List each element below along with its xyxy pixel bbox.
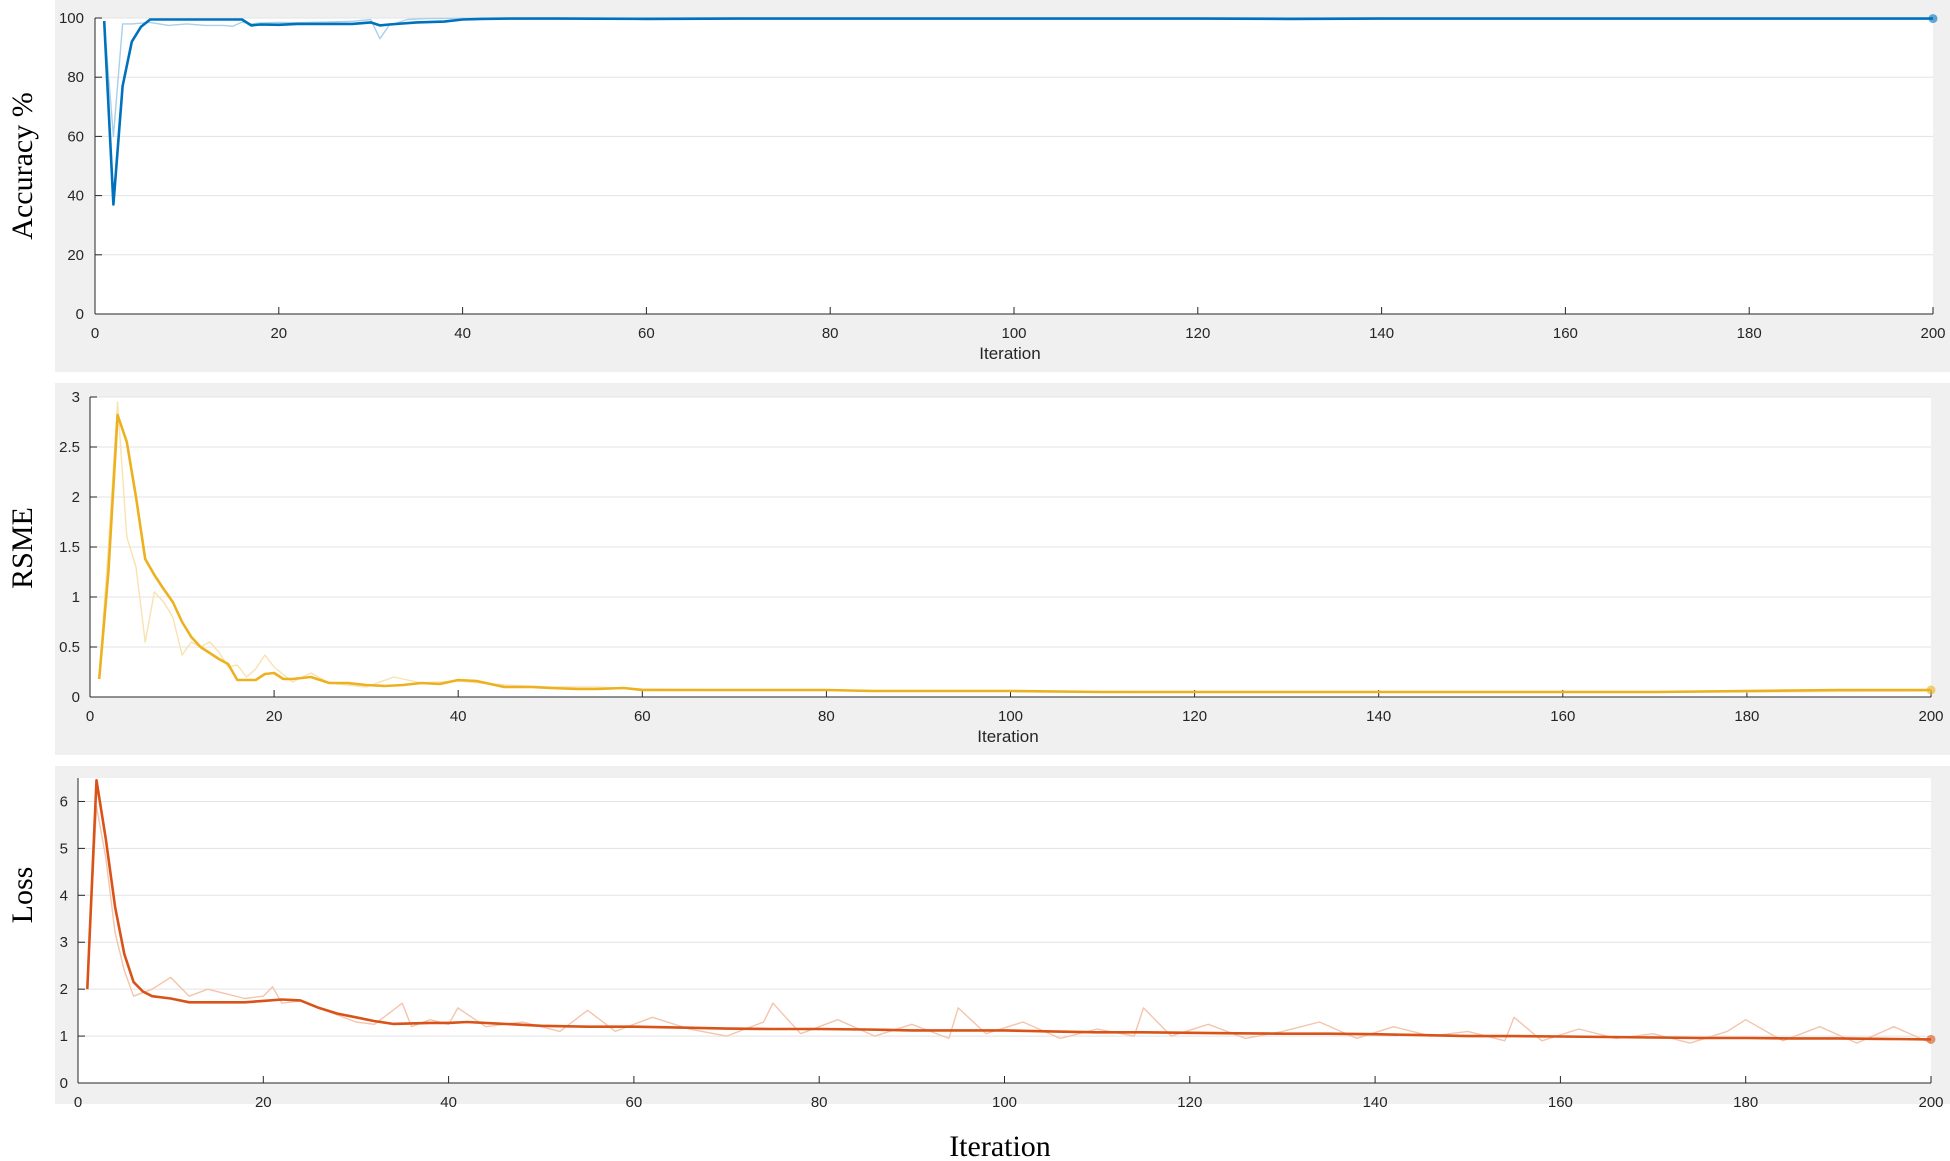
loss-x-tick-label: 40 [440,1094,457,1111]
loss-y-tick-label: 6 [60,793,68,810]
accuracy-series [102,14,1938,206]
rsme-y-tick-label: 2 [72,489,80,506]
accuracy-axes [94,17,1934,315]
accuracy-x-tick-label: 0 [91,325,99,342]
loss-x-tick-label: 180 [1733,1094,1758,1111]
accuracy-smoothed-line [102,17,1933,206]
loss-x-tick-label: 120 [1177,1094,1202,1111]
accuracy-x-tick-label: 20 [270,325,287,342]
loss-series [86,778,1936,1044]
rsme-x-tick-label: 20 [266,708,283,725]
loss-raw-line [86,805,1932,1044]
loss-x-tick-label: 0 [74,1094,82,1111]
rsme-y-tick-label: 1.5 [59,539,80,556]
accuracy-y-tick-label: 100 [59,10,84,27]
accuracy-x-tick-label: 40 [454,325,471,342]
rsme-y-tick-label: 0.5 [59,639,80,656]
loss-y-axis-label: Loss [6,867,39,924]
rsme-x-tick-label: 200 [1918,708,1943,725]
loss-y-tick-label: 4 [60,887,68,904]
rsme-y-axis-label: RSME [6,507,39,589]
loss-x-tick-label: 140 [1363,1094,1388,1111]
rsme-panel: 0 0.5 1 1.5 2 2.5 3 0 20 40 60 80 100 120 140 160 180 200… [6,383,1950,755]
rsme-final-point-marker [1926,685,1936,695]
accuracy-y-axis-label: Accuracy % [6,92,39,239]
rsme-x-tick-label: 80 [818,708,835,725]
rsme-y-tick-label: 2.5 [59,439,80,456]
loss-axes [77,778,1932,1084]
rsme-x-tick-label: 60 [634,708,651,725]
rsme-x-tick-label: 40 [450,708,467,725]
loss-x-tick-label: 160 [1548,1094,1573,1111]
accuracy-y-tick-label: 20 [67,247,84,264]
loss-x-tick-label: 60 [626,1094,643,1111]
loss-y-tick-label: 3 [60,934,68,951]
rsme-x-axis-label: Iteration [977,727,1038,746]
rsme-x-tick-label: 140 [1366,708,1391,725]
accuracy-y-tick-label: 80 [67,69,84,86]
accuracy-x-tick-label: 160 [1553,325,1578,342]
rsme-y-tick-label: 0 [72,689,80,706]
rsme-tick-labels: 0 0.5 1 1.5 2 2.5 3 0 20 40 60 80 100 120 140 160 180 200 [59,389,1943,725]
rsme-x-tick-label: 160 [1550,708,1575,725]
loss-x-tick-label: 20 [255,1094,272,1111]
accuracy-plot-area [95,18,1933,314]
loss-final-point-marker [1926,1034,1936,1044]
loss-grid [78,800,1931,1037]
accuracy-x-tick-label: 140 [1369,325,1394,342]
loss-plot-area [78,778,1931,1083]
rsme-y-tick-label: 3 [72,389,80,406]
accuracy-tick-labels: 0 20 40 60 80 100 0 20 40 60 80 100 120 140 160 180 200 [59,10,1946,342]
rsme-x-tick-label: 0 [86,708,94,725]
rsme-x-tick-label: 120 [1182,708,1207,725]
rsme-y-tick-label: 1 [72,589,80,606]
loss-x-tick-label: 200 [1918,1094,1943,1111]
loss-x-tick-label: 80 [811,1094,828,1111]
accuracy-x-axis-label: Iteration [979,344,1040,363]
loss-y-tick-label: 5 [60,840,68,857]
accuracy-y-tick-label: 60 [67,128,84,145]
accuracy-x-tick-label: 120 [1185,325,1210,342]
figure-x-axis-label: Iteration [949,1130,1051,1161]
accuracy-x-tick-label: 180 [1737,325,1762,342]
accuracy-y-tick-label: 40 [67,188,84,205]
rsme-x-tick-label: 100 [998,708,1023,725]
accuracy-final-point-marker [1928,14,1938,24]
accuracy-grid [95,17,1933,256]
accuracy-x-tick-label: 200 [1920,325,1945,342]
loss-y-tick-label: 0 [60,1075,68,1092]
loss-y-tick-label: 2 [60,981,68,998]
accuracy-x-tick-label: 60 [638,325,655,342]
loss-y-tick-label: 1 [60,1028,68,1045]
loss-x-tick-label: 100 [992,1094,1017,1111]
loss-smoothed-line [86,778,1932,1041]
rsme-smoothed-line [97,413,1931,694]
rsme-series [97,401,1936,695]
rsme-grid [90,396,1931,648]
accuracy-y-tick-label: 0 [76,306,84,323]
rsme-x-tick-label: 180 [1734,708,1759,725]
accuracy-x-tick-label: 80 [822,325,839,342]
accuracy-x-tick-label: 100 [1001,325,1026,342]
